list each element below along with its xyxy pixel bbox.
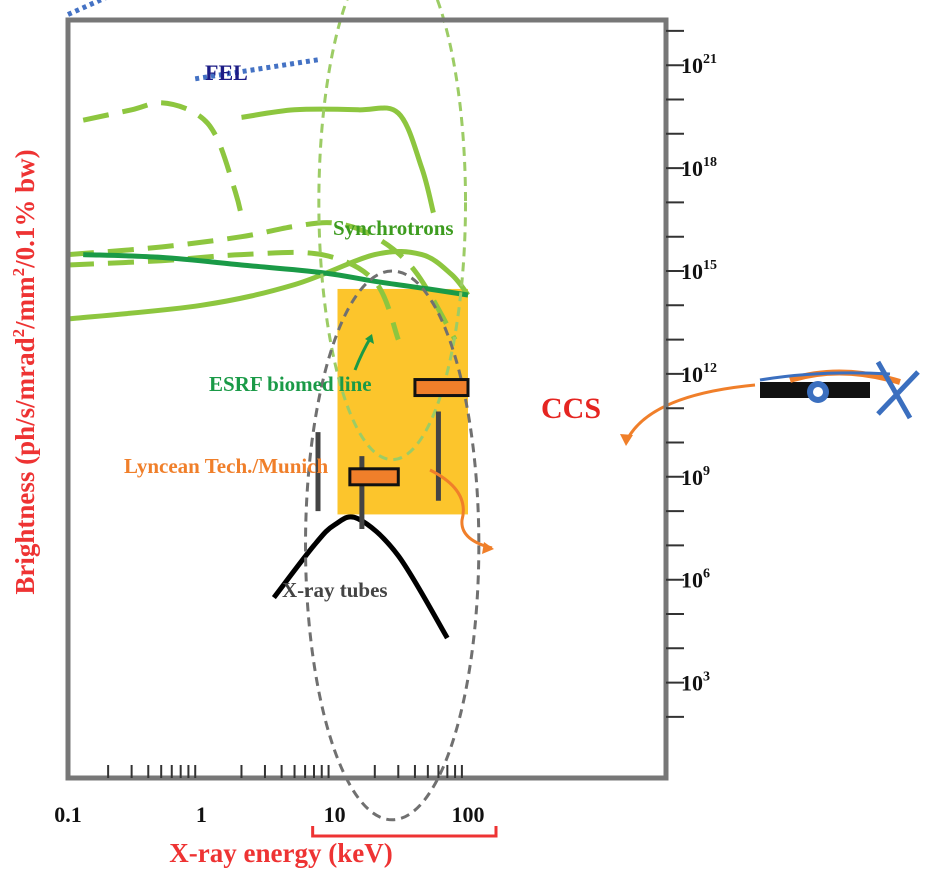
energy-range-bracket [311, 826, 498, 838]
series-line-fel-0 [66, 0, 107, 17]
y-tick-label: 103 [681, 670, 710, 696]
source-bar-thomx [413, 378, 470, 398]
y-tick-base: 10 [681, 671, 703, 696]
y-tick-exponent: 21 [703, 52, 717, 67]
series-line-synchrotrons-4 [67, 220, 458, 341]
y-tick-base: 10 [681, 568, 703, 593]
y-tick-base: 10 [681, 53, 703, 78]
y-tick-label: 1018 [681, 155, 717, 181]
ellipse-tube-range [304, 269, 481, 822]
series-line-esrf-biomed-line-7 [83, 252, 469, 298]
series-line-synchrotrons-5 [67, 249, 401, 341]
y-tick-exponent: 9 [703, 464, 710, 479]
y-tick-base: 10 [681, 156, 703, 181]
y-tick-exponent: 3 [703, 670, 710, 685]
y-tick-exponent: 12 [703, 361, 717, 376]
plot-overlay [304, 0, 756, 822]
y-axis-label-post: /0.1% bw) [10, 149, 40, 269]
annotations: FEL Synchrotrons ESRF biomed line CCS Lyncea… [124, 60, 601, 602]
series-line-synchrotrons-3 [241, 105, 436, 214]
series-line-fel-1 [194, 56, 323, 82]
x-tick-label: 0.1 [54, 802, 82, 827]
series-line-synchrotrons-2 [82, 100, 244, 217]
lyncean-arrowhead [482, 542, 494, 554]
y-tick-base: 10 [681, 362, 703, 387]
y-tick-exponent: 6 [703, 567, 710, 582]
x-tick-label: 10 [324, 802, 346, 827]
plot-frame [65, 17, 669, 781]
series-line-synchrotrons-6 [67, 249, 470, 322]
thomx-logo [759, 360, 920, 420]
thomx-arrowhead [620, 434, 633, 446]
y-axis-label: Brightness (ph/s/mrad2/mm2/0.1% bw) [9, 149, 40, 594]
x-axis-label: X-ray energy (keV) [169, 838, 392, 868]
y-tick-exponent: 15 [703, 258, 717, 273]
y-tick-label: 109 [681, 464, 710, 490]
annotation-fel: FEL [205, 60, 248, 85]
y-tick-label: 1012 [681, 361, 717, 387]
annotation-ccs: CCS [541, 392, 601, 425]
plot-series [66, 0, 470, 640]
y-tick-label: 1021 [681, 52, 717, 78]
x-axis-ticks: 0.1 1 10 100 [54, 765, 485, 827]
y-axis-ticks: 10241021101810151012109106103 [666, 29, 717, 718]
y-axis-label-exp2: 2 [9, 268, 28, 277]
x-tick-label: 100 [452, 802, 485, 827]
annotation-esrf: ESRF biomed line [209, 372, 372, 396]
x-tick-label: 1 [196, 802, 207, 827]
y-tick-label: 106 [681, 567, 710, 593]
y-tick-label: 1015 [681, 258, 717, 284]
y-axis-label-pre: Brightness (ph/s/mrad [10, 337, 40, 594]
logo-x-mark [875, 360, 920, 420]
ellipse-synchrotron-range [317, 0, 467, 462]
annotation-synchrotrons: Synchrotrons [333, 216, 454, 240]
annotation-lyncean: Lyncean Tech./Munich [124, 454, 329, 478]
y-tick-base: 10 [681, 259, 703, 284]
logo-blue-swoosh [759, 371, 891, 382]
y-axis-label-mid: /mm [10, 276, 40, 330]
y-axis-label-exp1: 2 [9, 329, 28, 338]
y-tick-exponent: 18 [703, 155, 717, 170]
series-line-x-ray-tubes-8 [271, 514, 450, 640]
logo-o-hole [813, 387, 823, 397]
annotation-xray-tubes: X-ray tubes [282, 578, 388, 602]
y-tick-base: 10 [681, 465, 703, 490]
esrf-arrowhead [365, 334, 374, 344]
lyncean-arrow [429, 468, 493, 550]
thomx-arrow [625, 383, 756, 441]
source-bar-lyncean-tech-munich [348, 467, 400, 487]
